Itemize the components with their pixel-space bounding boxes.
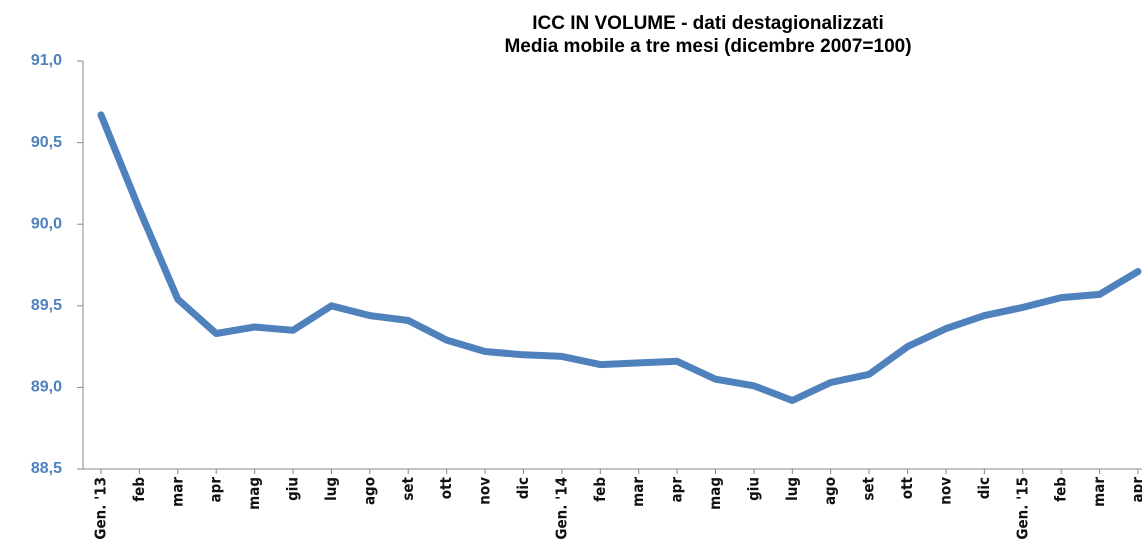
chart-title: ICC IN VOLUME - dati destagionalizzati: [532, 13, 884, 34]
x-tick-label: nov: [936, 477, 954, 505]
x-tick-label: mag: [706, 477, 724, 510]
x-tick-label: nov: [476, 477, 494, 505]
x-tick-label: ott: [898, 476, 916, 499]
x-tick-label: apr: [668, 477, 686, 503]
x-tick-label: lug: [783, 477, 801, 501]
x-tick-label: Gen. '13: [92, 477, 110, 540]
x-tick-label: Gen. '14: [552, 477, 570, 540]
x-tick-label: lug: [322, 477, 340, 501]
y-tick-label: 91,0: [31, 52, 62, 69]
x-tick-label: set: [860, 476, 878, 500]
x-tick-label: mag: [245, 477, 263, 510]
chart-subtitle: Media mobile a tre mesi (dicembre 2007=1…: [504, 36, 911, 57]
x-tick-label: feb: [130, 477, 148, 502]
y-tick-label: 90,0: [31, 215, 62, 232]
x-tick-label: Gen. '15: [1013, 477, 1031, 540]
x-tick-label: set: [399, 476, 417, 500]
y-tick-label: 89,0: [31, 379, 62, 396]
x-tick-label: feb: [1052, 477, 1070, 502]
x-tick-label: giu: [284, 477, 302, 501]
x-tick-label: dic: [975, 477, 993, 499]
x-tick-label: apr: [207, 477, 225, 503]
x-tick-label: ago: [360, 477, 378, 505]
y-tick-label: 90,5: [31, 134, 62, 151]
x-tick-label: ago: [821, 477, 839, 505]
data-line: [97, 111, 1142, 404]
x-tick-label: mar: [168, 477, 186, 507]
x-tick-label: ott: [437, 476, 455, 499]
y-tick-label: 88,5: [31, 460, 62, 477]
x-tick-label: feb: [591, 477, 609, 502]
x-tick-label: giu: [744, 477, 762, 501]
y-tick-label: 89,5: [31, 297, 62, 314]
x-tick-label: mar: [629, 477, 647, 507]
x-tick-label: dic: [514, 477, 532, 499]
x-tick-label: mar: [1090, 477, 1108, 507]
x-tick-label: apr: [1129, 477, 1142, 503]
